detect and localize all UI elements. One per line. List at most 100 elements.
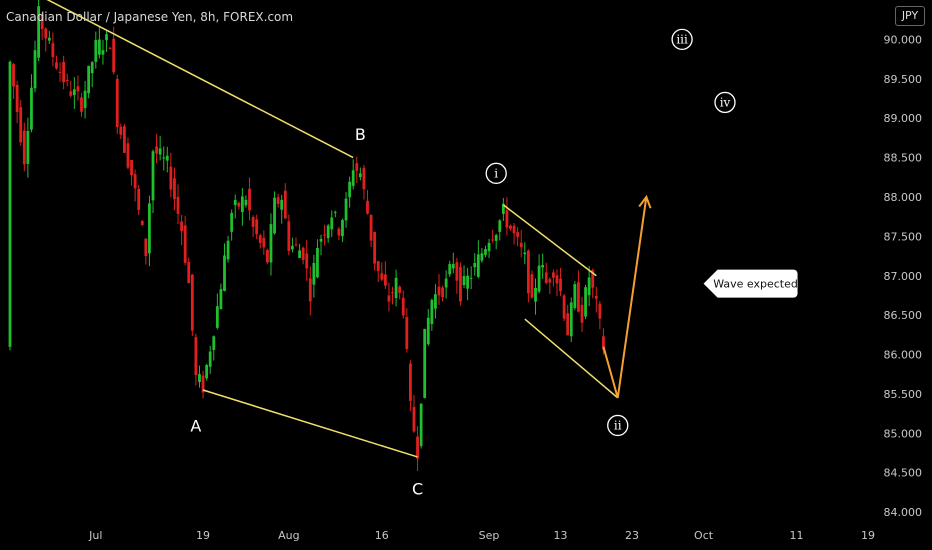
candle-body: [33, 50, 37, 89]
candle-body: [198, 374, 201, 383]
candle-body: [537, 265, 541, 292]
candle-body: [208, 351, 212, 367]
candle-body: [509, 225, 512, 229]
candle-body: [312, 262, 316, 285]
candle-body: [108, 47, 112, 49]
y-tick-label: 86.500: [884, 309, 923, 322]
candle-body: [294, 244, 298, 246]
candle-body: [569, 302, 573, 337]
wave-label-i-text: i: [494, 166, 498, 180]
candle-body: [394, 277, 398, 299]
x-tick-label: 16: [375, 529, 389, 542]
candle-body: [455, 262, 459, 281]
x-tick-label: Jul: [88, 529, 102, 542]
wave-label-ii-circle: [607, 414, 629, 437]
candle-body: [298, 250, 301, 259]
wave-label-iv: iv: [714, 91, 736, 114]
x-tick-label: 19: [861, 529, 875, 542]
candle-body: [358, 173, 362, 178]
candle-body: [258, 235, 262, 243]
candles-layer: [8, 0, 605, 472]
candle-body: [87, 65, 91, 94]
candle-body: [308, 278, 312, 302]
candle-body: [219, 289, 223, 310]
candle-body: [62, 61, 66, 83]
candle-body: [72, 89, 76, 96]
candle-body: [215, 306, 219, 328]
candle-body: [441, 287, 444, 298]
x-tick-label: 13: [554, 529, 568, 542]
candle-body: [262, 237, 266, 248]
candle-body: [97, 39, 101, 55]
candle-body: [80, 97, 83, 112]
candle-body: [591, 269, 595, 288]
candle-body: [416, 436, 419, 459]
x-tick-label: Sep: [479, 529, 500, 542]
wave-label-i-circle: [485, 162, 507, 184]
candle-body: [230, 212, 234, 232]
candle-body: [530, 274, 534, 298]
candle-body: [598, 303, 602, 319]
candle-body: [412, 407, 416, 432]
candle-body: [476, 254, 480, 277]
candle-body: [123, 126, 126, 153]
y-tick-label: 88.000: [884, 191, 923, 204]
candle-body: [494, 235, 498, 241]
candle-body: [516, 232, 520, 237]
candle-body: [366, 200, 369, 214]
candle-body: [51, 43, 55, 58]
candle-body: [40, 14, 44, 29]
candle-body: [8, 61, 12, 347]
wave-label-i: i: [485, 162, 507, 184]
candle-body: [391, 292, 394, 294]
candle-body: [158, 148, 162, 155]
candle-body: [602, 336, 605, 350]
candle-body: [380, 273, 384, 280]
candle-body: [398, 286, 402, 293]
candle-body: [205, 365, 209, 379]
candle-body: [133, 174, 137, 189]
candle-body: [190, 274, 194, 331]
candle-body: [362, 167, 366, 190]
y-tick-label: 87.500: [884, 230, 923, 243]
candle-body: [101, 50, 105, 55]
candle-body: [248, 188, 251, 211]
y-tick-label: 89.500: [884, 73, 923, 86]
x-tick-label: 19: [196, 529, 210, 542]
candle-body: [291, 245, 294, 250]
candle-body: [341, 220, 344, 237]
candle-body: [44, 28, 48, 39]
lower-channel-line: [202, 389, 418, 458]
candle-body: [283, 190, 287, 219]
candle-body: [473, 263, 477, 268]
currency-badge[interactable]: JPY: [895, 6, 925, 26]
candle-body: [544, 272, 548, 283]
candle-body: [266, 249, 269, 263]
candle-body: [577, 282, 580, 312]
candle-body: [112, 38, 116, 73]
candle-body: [423, 328, 427, 398]
wave-label-a: A: [190, 416, 201, 435]
wave-label-b: B: [355, 125, 366, 144]
candle-body: [466, 275, 469, 289]
projection-path: [602, 196, 648, 399]
wave-label-c: C: [412, 479, 423, 498]
candle-body: [437, 286, 441, 296]
candle-body: [15, 84, 19, 113]
candle-body: [201, 375, 205, 393]
wave-label-iv-circle: [714, 91, 736, 114]
y-tick-label: 85.000: [884, 427, 923, 440]
candle-body: [580, 304, 584, 323]
candle-body: [323, 234, 326, 236]
candle-body: [316, 247, 319, 278]
candle-body: [444, 278, 448, 288]
candle-body: [409, 363, 412, 401]
candle-body: [448, 264, 452, 275]
candle-body: [487, 242, 491, 252]
candle-body: [240, 196, 244, 213]
candle-body: [47, 37, 51, 41]
wave-label-c-text: C: [412, 479, 423, 498]
x-tick-label: Oct: [694, 529, 714, 542]
